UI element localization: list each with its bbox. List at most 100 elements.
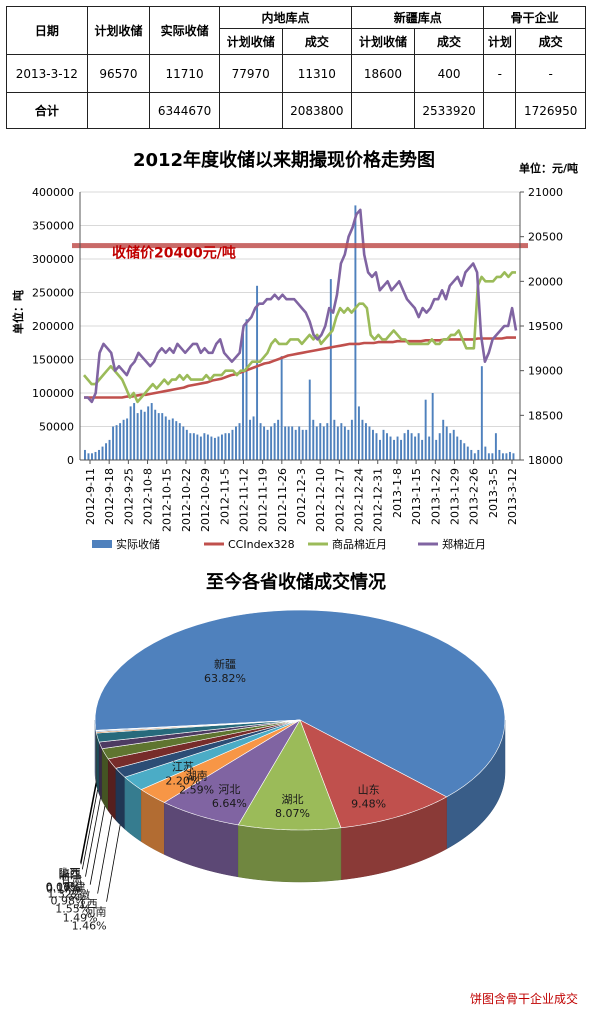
cell (483, 92, 517, 129)
pie-label-name: 浙江 (59, 868, 81, 881)
pie-label-name: 河北 (218, 783, 240, 796)
bar (312, 419, 315, 460)
bar (238, 423, 241, 460)
leader-line (80, 782, 97, 863)
pie-label-name: 山西 (59, 866, 81, 879)
pie-label-value: 1.32% (47, 887, 82, 900)
pie-label-value: 0.16% (46, 881, 81, 894)
bar (336, 426, 339, 460)
bar (463, 443, 466, 460)
bar (438, 433, 441, 460)
cell: 96570 (86, 54, 151, 93)
reference-line: 收储价20400元/吨 (72, 243, 528, 262)
bar (157, 413, 160, 460)
legend-label: 郑棉近月 (442, 537, 486, 551)
bar (105, 443, 108, 460)
bar (410, 433, 413, 460)
bar (445, 426, 448, 460)
bar (505, 453, 508, 460)
bar (396, 436, 399, 460)
bar (259, 423, 262, 460)
bar (333, 419, 336, 460)
bar (143, 411, 146, 460)
bar (379, 439, 381, 460)
left-tick-label: 250000 (32, 287, 74, 300)
bar (343, 426, 346, 460)
bar (357, 406, 360, 460)
pie-label-name: 天津 (63, 881, 85, 894)
bar (129, 406, 132, 460)
bar (217, 436, 220, 460)
bar (228, 433, 230, 460)
bar (101, 446, 104, 460)
header-inland: 内地库点 (218, 6, 353, 29)
right-tick-label: 18000 (528, 454, 563, 467)
left-tick-label: 150000 (32, 354, 74, 367)
bar (220, 434, 223, 460)
x-tick-label: 2012-10-8 (142, 468, 155, 525)
bar (375, 433, 378, 460)
pie-chart-title: 至今各省收储成交情况 (206, 571, 386, 593)
subheader-inland-planned: 计划收储 (218, 28, 283, 55)
pie-label-value: 9.48% (351, 798, 386, 811)
left-tick-label: 300000 (32, 253, 74, 266)
price-lines (83, 208, 518, 404)
right-tick-label: 20000 (528, 275, 563, 288)
pie-label-value: 8.07% (275, 807, 310, 820)
bar (140, 409, 143, 460)
bar (115, 425, 118, 460)
legend-label: 商品棉近月 (332, 537, 387, 551)
bar (164, 416, 167, 460)
bar (315, 426, 318, 460)
pie-label-value: 2.59% (179, 783, 214, 796)
bar (175, 421, 178, 460)
bar (185, 429, 188, 460)
x-tick-label: 2012-12-24 (353, 468, 366, 532)
bar (266, 429, 269, 460)
bar (449, 433, 452, 460)
leader-line (81, 789, 99, 870)
bar (252, 416, 255, 460)
pie-slice-湖北 (237, 719, 342, 831)
pie-side-河南 (115, 767, 126, 830)
bar (249, 419, 252, 460)
cell (218, 92, 283, 129)
legend-swatch (92, 540, 112, 548)
cell: 11710 (149, 54, 220, 93)
bar (382, 429, 385, 460)
x-tick-label: 2012-9-25 (122, 468, 135, 525)
right-tick-label: 21000 (528, 186, 563, 199)
bars-actual-storage (84, 205, 515, 460)
legend-label: CCIndex328 (228, 538, 295, 551)
bar (372, 429, 374, 460)
pie-label-name: 江西 (76, 898, 98, 911)
pie-label-name: 甘肃 (60, 873, 82, 886)
leader-line (80, 784, 97, 865)
bar (235, 426, 237, 460)
table-row: 合计 6344670 2083800 2533920 1726950 (6, 92, 586, 129)
bar (400, 439, 403, 460)
pie-slice-江西 (107, 719, 301, 769)
cell: 1726950 (515, 92, 586, 129)
x-tick-label: 2012-11-12 (237, 468, 250, 532)
bar (431, 393, 434, 460)
bar (350, 419, 353, 460)
bar (263, 426, 266, 460)
x-tick-label: 2013-2-26 (468, 468, 481, 525)
bar (466, 446, 469, 460)
x-tick-label: 2012-11-5 (218, 468, 231, 525)
pie-slice-安徽 (101, 719, 301, 760)
bar (487, 453, 490, 460)
bar (270, 426, 273, 460)
pie-slice-甘肃 (96, 719, 301, 743)
cell: - (515, 54, 586, 93)
bar (424, 399, 427, 460)
bar (435, 439, 438, 460)
bar (231, 429, 234, 460)
x-tick-label: 2013-3-12 (506, 468, 519, 525)
bar (491, 453, 494, 460)
grid (80, 191, 520, 461)
x-tick-label: 2013-1-15 (410, 468, 423, 525)
bar (84, 449, 86, 460)
